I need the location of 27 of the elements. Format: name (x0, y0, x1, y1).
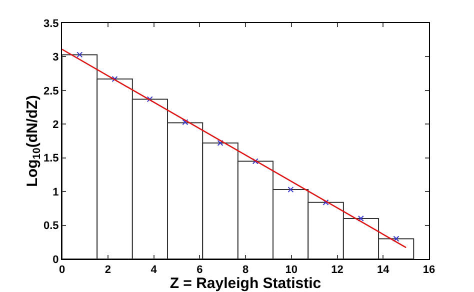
point (252, 158, 258, 164)
point (217, 140, 224, 146)
point (146, 96, 153, 102)
point (182, 119, 188, 126)
point (358, 216, 364, 222)
point (322, 199, 329, 206)
y-tick-label: 0.5 (44, 220, 59, 232)
point (288, 186, 294, 193)
x-axis-title: Z = Rayleigh Statistic (170, 275, 322, 292)
point (112, 76, 118, 82)
x-tick-label: 12 (331, 264, 344, 276)
y-tick-label: 3 (52, 52, 59, 64)
x-tick-label: 16 (422, 264, 436, 276)
x-tick-label: 4 (150, 264, 158, 276)
x-tick-label: 6 (196, 264, 203, 276)
x-tick-label: 14 (377, 264, 390, 276)
y-tick-label: 1 (52, 186, 59, 198)
y-tick-label: 1.5 (44, 152, 59, 165)
x-tick-label: 10 (285, 264, 298, 276)
y-tick-label: 2.5 (44, 85, 59, 98)
x-tick-label: 2 (104, 264, 111, 276)
x-tick-label: 8 (242, 264, 249, 276)
y-tick-label: 0 (52, 254, 59, 266)
point (76, 52, 83, 58)
point (393, 236, 400, 242)
y-tick-label: 2 (52, 118, 59, 131)
y-tick-label: 3.5 (44, 18, 59, 30)
